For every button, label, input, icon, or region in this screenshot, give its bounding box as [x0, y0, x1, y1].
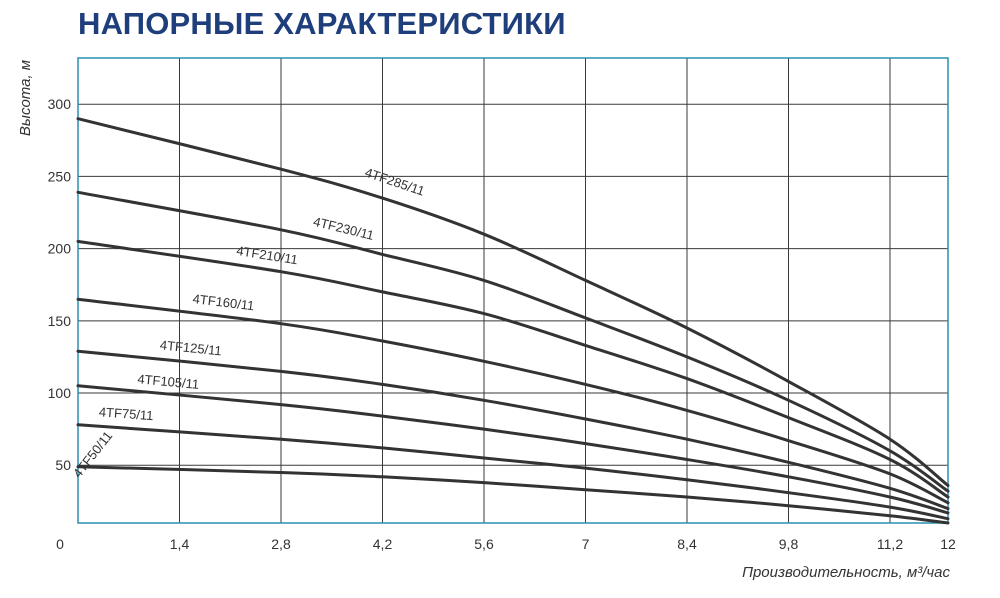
- series-line-4tf75-11: [76, 423, 950, 521]
- series-label: 4TF50/11: [70, 428, 116, 480]
- y-axis-ticks: 50 100 150 200 250 300: [48, 96, 72, 473]
- plot-frame: [77, 57, 949, 524]
- x-tick-label: 11,2: [877, 536, 903, 552]
- series-label: 4TF210/11: [235, 243, 299, 268]
- series-label: 4TF75/11: [98, 404, 154, 423]
- x-tick-label: 2,8: [271, 536, 291, 552]
- y-axis-title: Высота, м: [17, 60, 34, 136]
- series-line-4tf125-11: [76, 349, 950, 511]
- x-tick-label: 12: [940, 536, 956, 552]
- y-tick-label: 100: [48, 385, 72, 401]
- y-tick-label: 300: [48, 96, 72, 112]
- series-line-4tf50-11: [76, 465, 950, 525]
- y-tick-label: 150: [48, 313, 72, 329]
- series-line-4tf285-11: [76, 117, 950, 487]
- series-line-4tf210-11: [76, 239, 950, 499]
- y-tick-label: 200: [48, 241, 72, 257]
- x-tick-label: 0: [56, 536, 64, 552]
- page-title: НАПОРНЫЕ ХАРАКТЕРИСТИКИ: [78, 6, 566, 41]
- series-label: 4TF125/11: [159, 337, 222, 358]
- x-axis-ticks: 0 1,4 2,8 4,2 5,6 7 8,4 9,8 11,2 12: [56, 536, 956, 552]
- x-tick-label: 1,4: [170, 536, 190, 552]
- series-line-4tf105-11: [76, 384, 950, 515]
- y-tick-label: 250: [48, 168, 72, 184]
- y-tick-label: 50: [55, 457, 71, 473]
- series-line-4tf160-11: [76, 297, 950, 505]
- x-tick-label: 4,2: [373, 536, 393, 552]
- x-tick-label: 9,8: [779, 536, 799, 552]
- x-tick-label: 5,6: [474, 536, 494, 552]
- x-tick-label: 8,4: [677, 536, 697, 552]
- series-label: 4TF160/11: [192, 291, 255, 313]
- x-axis-title: Производительность, м³/час: [742, 564, 950, 581]
- x-tick-label: 7: [582, 536, 590, 552]
- series-line-4tf230-11: [76, 190, 950, 493]
- series-label: 4TF105/11: [137, 371, 200, 392]
